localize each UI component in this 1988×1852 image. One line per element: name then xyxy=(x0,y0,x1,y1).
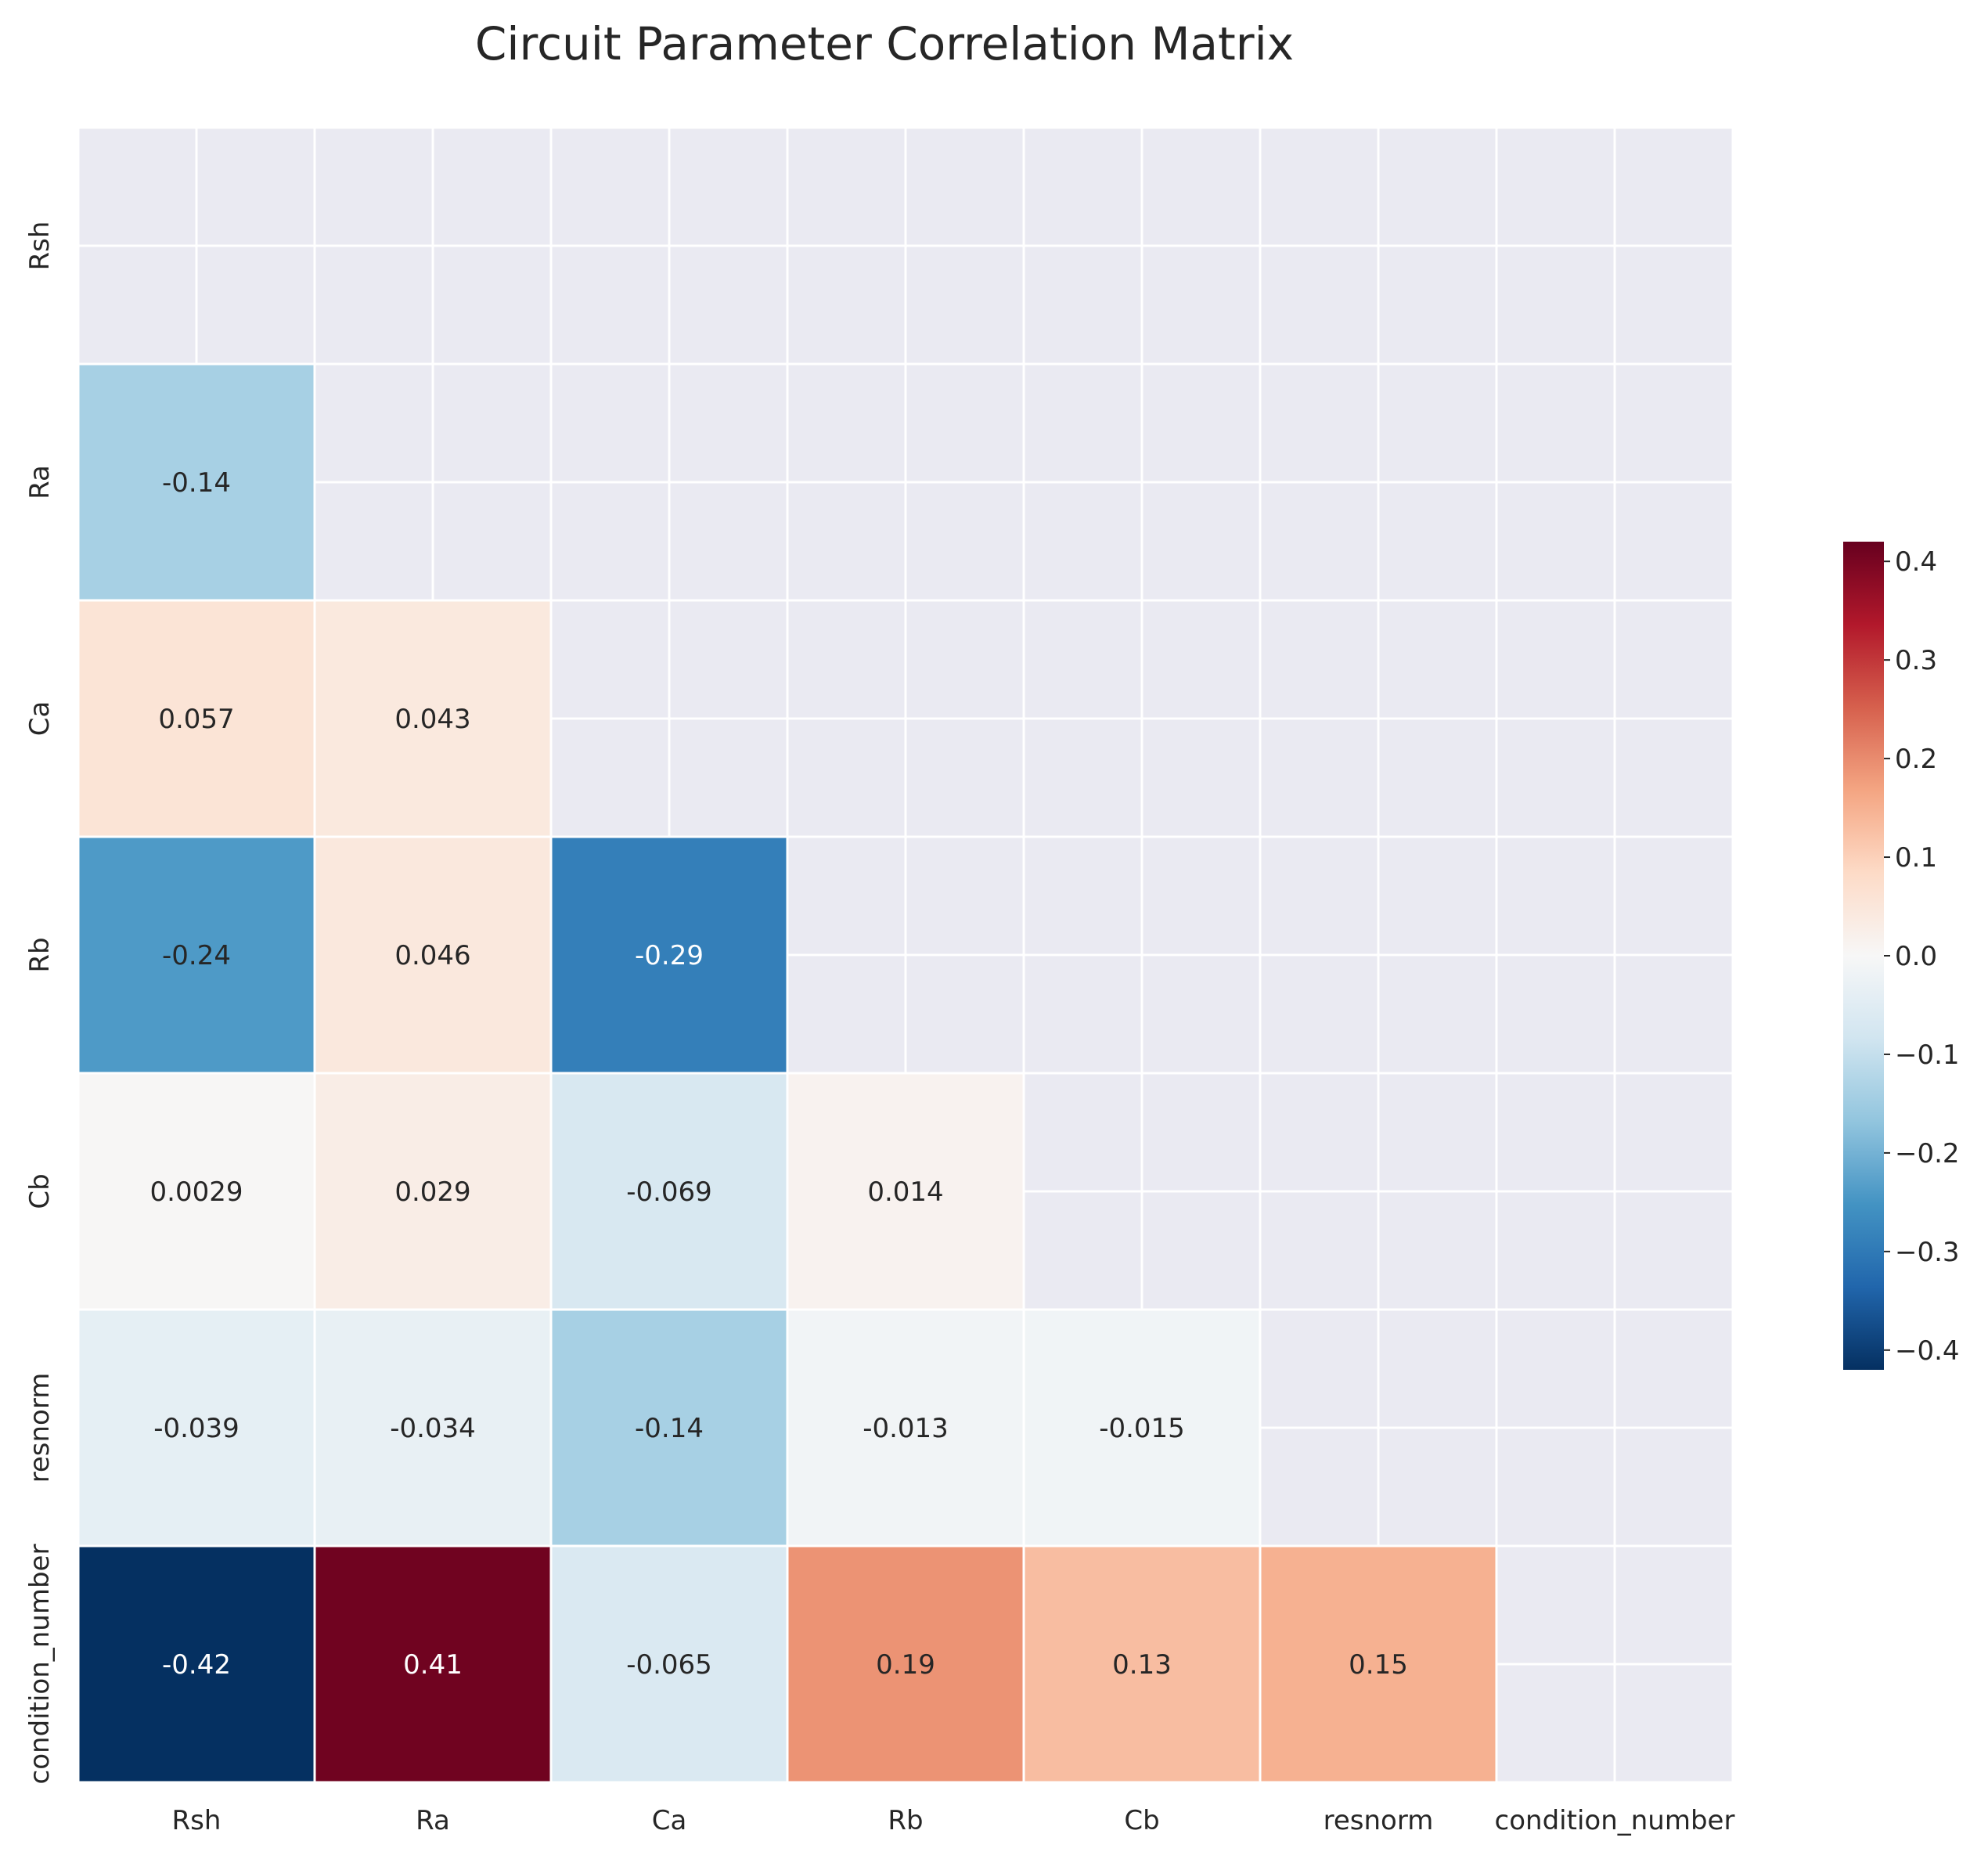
heatmap-cell-Ca-Ra xyxy=(315,601,550,836)
colorbar-tick-label: −0.1 xyxy=(1895,1039,1960,1071)
cell-value-label: 0.046 xyxy=(394,940,470,971)
cell-value-label: 0.014 xyxy=(867,1176,943,1208)
colorbar-tick-label: 0.1 xyxy=(1895,842,1937,874)
x-tick-label: condition_number xyxy=(1495,1805,1735,1836)
heatmap-cell-resnorm-Cb xyxy=(1025,1310,1259,1545)
heatmap-cell-Cb-Ca xyxy=(552,1074,787,1309)
colorbar-tick-label: 0.0 xyxy=(1895,941,1937,972)
cell-value-label: 0.029 xyxy=(394,1176,470,1208)
x-tick-label: Rsh xyxy=(172,1805,221,1836)
cell-value-label: -0.039 xyxy=(153,1413,239,1444)
y-tick-label: condition_number xyxy=(24,1544,56,1785)
cell-value-label: -0.015 xyxy=(1099,1413,1185,1444)
heatmap-cell-condition_number-Ra xyxy=(315,1547,550,1782)
y-tick-label: Cb xyxy=(24,1173,56,1209)
x-axis-tick-labels: Rsh Ra Ca Rb Cb resnorm condition_number xyxy=(172,1805,1735,1836)
heatmap-cell-resnorm-Rb xyxy=(788,1310,1023,1545)
x-tick-label: resnorm xyxy=(1324,1805,1434,1836)
colorbar: 0.4 0.3 0.2 0.1 0.0 −0.1 −0.2 −0.3 −0.4 xyxy=(1843,542,1960,1370)
cell-value-label: -0.24 xyxy=(162,940,231,971)
heatmap-cell-labels: -0.14 0.057 0.043 -0.24 0.046 -0.29 0.0029 0.02… xyxy=(150,467,1408,1681)
y-tick-label: resnorm xyxy=(24,1373,56,1483)
y-tick-label: Rsh xyxy=(24,222,56,271)
heatmap-cell-resnorm-Ra xyxy=(315,1310,550,1545)
heatmap-cell-Rb-Ca xyxy=(552,838,787,1072)
x-tick-label: Cb xyxy=(1124,1805,1159,1836)
y-tick-label: Rb xyxy=(24,937,56,972)
colorbar-tick-label: −0.2 xyxy=(1895,1138,1960,1169)
cell-value-label: 0.15 xyxy=(1349,1649,1408,1681)
cell-value-label: 0.0029 xyxy=(150,1176,243,1208)
heatmap-cell-condition_number-Cb xyxy=(1025,1547,1259,1782)
colorbar-tick-label: 0.3 xyxy=(1895,645,1937,676)
cell-value-label: 0.13 xyxy=(1112,1649,1172,1681)
heatmap-cell-condition_number-resnorm xyxy=(1261,1547,1496,1782)
colorbar-tick-label: −0.4 xyxy=(1895,1335,1960,1367)
heatmap-cell-Ra-Rsh xyxy=(79,365,314,600)
cell-value-label: 0.057 xyxy=(158,704,234,735)
x-tick-label: Ra xyxy=(416,1805,450,1836)
cell-value-label: -0.29 xyxy=(635,940,704,971)
cell-value-label: -0.42 xyxy=(162,1649,231,1681)
colorbar-gradient xyxy=(1843,542,1884,1370)
heatmap-cell-Cb-Rsh xyxy=(79,1074,314,1309)
heatmap-cell-condition_number-Ca xyxy=(552,1547,787,1782)
heatmap-cell-condition_number-Rsh xyxy=(79,1547,314,1782)
y-tick-label: Ca xyxy=(24,701,56,737)
colorbar-tick-label: 0.2 xyxy=(1895,744,1937,775)
cell-value-label: -0.14 xyxy=(162,467,231,499)
cell-value-label: 0.043 xyxy=(394,704,470,735)
x-tick-label: Rb xyxy=(888,1805,923,1836)
heatmap-cell-resnorm-Rsh xyxy=(79,1310,314,1545)
colorbar-tick-label: −0.3 xyxy=(1895,1237,1960,1268)
cell-value-label: -0.013 xyxy=(863,1413,949,1444)
y-axis-tick-labels: Rsh Ra Ca Rb Cb resnorm condition_number xyxy=(24,222,56,1785)
colorbar-tick-label: 0.4 xyxy=(1895,546,1937,578)
cell-value-label: -0.034 xyxy=(390,1413,476,1444)
y-tick-label: Ra xyxy=(24,465,56,499)
heatmap-cell-condition_number-Rb xyxy=(788,1547,1023,1782)
heatmap-cell-Rb-Rsh xyxy=(79,838,314,1072)
cell-value-label: 0.41 xyxy=(403,1649,463,1681)
chart-title: Circuit Parameter Correlation Matrix xyxy=(475,17,1294,70)
heatmap-cells xyxy=(79,365,1496,1782)
heatmap-cell-Rb-Ra xyxy=(315,838,550,1072)
x-tick-label: Ca xyxy=(652,1805,687,1836)
cell-value-label: -0.065 xyxy=(626,1649,712,1681)
heatmap-cell-Cb-Ra xyxy=(315,1074,550,1309)
cell-value-label: 0.19 xyxy=(876,1649,935,1681)
cell-value-label: -0.14 xyxy=(635,1413,704,1444)
heatmap-cell-Cb-Rb xyxy=(788,1074,1023,1309)
heatmap-cell-resnorm-Ca xyxy=(552,1310,787,1545)
cell-value-label: -0.069 xyxy=(626,1176,712,1208)
heatmap-cell-Ca-Rsh xyxy=(79,601,314,836)
